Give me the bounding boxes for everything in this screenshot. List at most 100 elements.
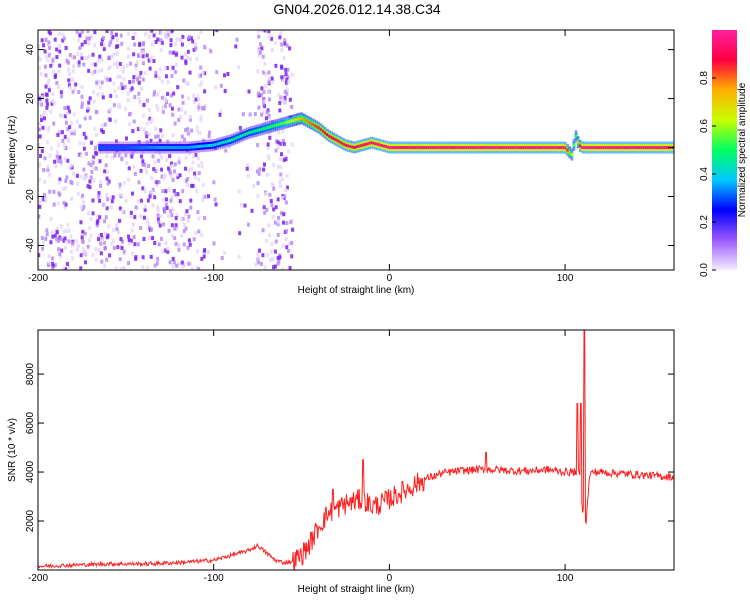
- noise-cell: [142, 102, 146, 107]
- noise-cell: [212, 180, 216, 185]
- noise-cell: [55, 154, 59, 159]
- ridge-core: [298, 117, 302, 121]
- ridge-core: [395, 146, 399, 150]
- noise-cell: [102, 240, 106, 245]
- noise-cell: [288, 46, 292, 51]
- noise-cell: [188, 115, 192, 120]
- noise-cell: [107, 109, 111, 114]
- noise-cell: [181, 189, 185, 194]
- noise-cell: [120, 41, 124, 46]
- noise-cell: [50, 230, 54, 235]
- noise-cell: [114, 32, 118, 37]
- noise-cell: [155, 180, 159, 185]
- noise-cell: [279, 184, 283, 189]
- noise-cell: [95, 109, 99, 114]
- noise-cell: [171, 177, 175, 182]
- noise-cell: [188, 117, 192, 122]
- noise-cell: [49, 63, 53, 68]
- noise-cell: [97, 247, 101, 252]
- noise-cell: [104, 163, 108, 168]
- noise-cell: [81, 200, 85, 205]
- noise-cell: [64, 202, 68, 207]
- ridge-core: [269, 125, 272, 129]
- noise-cell: [180, 55, 184, 60]
- noise-cell: [101, 92, 105, 97]
- noise-cell: [137, 96, 141, 101]
- noise-cell: [184, 128, 188, 133]
- ridge-core: [621, 146, 624, 150]
- noise-cell: [197, 267, 201, 270]
- ridge-core: [399, 146, 403, 150]
- noise-cell: [281, 243, 285, 248]
- noise-cell: [191, 183, 195, 188]
- noise-cell: [141, 159, 145, 164]
- noise-cell: [111, 195, 115, 200]
- noise-cell: [87, 68, 91, 73]
- noise-cell: [42, 110, 46, 115]
- noise-cell: [241, 112, 245, 117]
- noise-cell: [120, 82, 124, 87]
- noise-cell: [215, 70, 219, 75]
- noise-cell: [99, 241, 103, 246]
- ridge-core: [475, 146, 479, 150]
- ridge-core: [153, 146, 156, 150]
- noise-cell: [163, 66, 167, 71]
- noise-cell: [182, 242, 186, 247]
- noise-cell: [153, 195, 157, 200]
- ridge-core: [473, 146, 477, 150]
- noise-cell: [134, 66, 138, 71]
- noise-cell: [156, 208, 160, 213]
- noise-cell: [264, 84, 268, 89]
- noise-cell: [163, 32, 167, 37]
- noise-cell: [70, 131, 74, 136]
- noise-cell: [192, 100, 196, 105]
- noise-cell: [279, 152, 283, 157]
- y-tick-label: -40: [25, 238, 36, 253]
- noise-cell: [63, 105, 67, 110]
- noise-cell: [173, 226, 177, 231]
- noise-cell: [52, 202, 56, 207]
- noise-cell: [264, 238, 268, 243]
- noise-cell: [51, 58, 55, 63]
- noise-cell: [46, 58, 50, 63]
- noise-cell: [75, 247, 79, 252]
- ridge-core: [661, 146, 664, 150]
- noise-cell: [267, 34, 271, 39]
- ridge-core: [640, 146, 643, 150]
- noise-cell: [89, 233, 93, 238]
- noise-cell: [213, 197, 217, 202]
- ridge-core: [279, 122, 283, 126]
- ridge-core: [256, 128, 260, 132]
- noise-cell: [206, 250, 210, 255]
- noise-cell: [51, 256, 55, 261]
- noise-cell: [63, 114, 67, 119]
- noise-cell: [212, 241, 216, 246]
- noise-cell: [276, 144, 280, 149]
- noise-cell: [246, 174, 250, 179]
- noise-cell: [44, 236, 48, 241]
- noise-cell: [118, 74, 122, 79]
- noise-cell: [122, 249, 126, 254]
- ridge-core: [245, 132, 249, 136]
- noise-cell: [38, 101, 41, 106]
- noise-cell: [106, 181, 110, 186]
- noise-cell: [91, 211, 95, 216]
- ridge-core: [587, 146, 591, 150]
- noise-cell: [80, 94, 84, 99]
- noise-cell: [193, 175, 197, 180]
- ridge-core: [463, 146, 466, 150]
- noise-cell: [92, 154, 96, 159]
- noise-cell: [191, 160, 195, 165]
- noise-cell: [95, 220, 99, 225]
- ridge-core: [104, 146, 108, 150]
- noise-cell: [164, 202, 168, 207]
- ridge-core: [361, 143, 365, 147]
- noise-cell: [94, 150, 98, 155]
- noise-cell: [45, 228, 49, 233]
- ridge-core: [309, 121, 312, 125]
- noise-cell: [55, 226, 59, 231]
- noise-cell: [270, 76, 274, 81]
- noise-cell: [80, 195, 84, 200]
- noise-cell: [50, 146, 54, 151]
- noise-cell: [59, 113, 63, 118]
